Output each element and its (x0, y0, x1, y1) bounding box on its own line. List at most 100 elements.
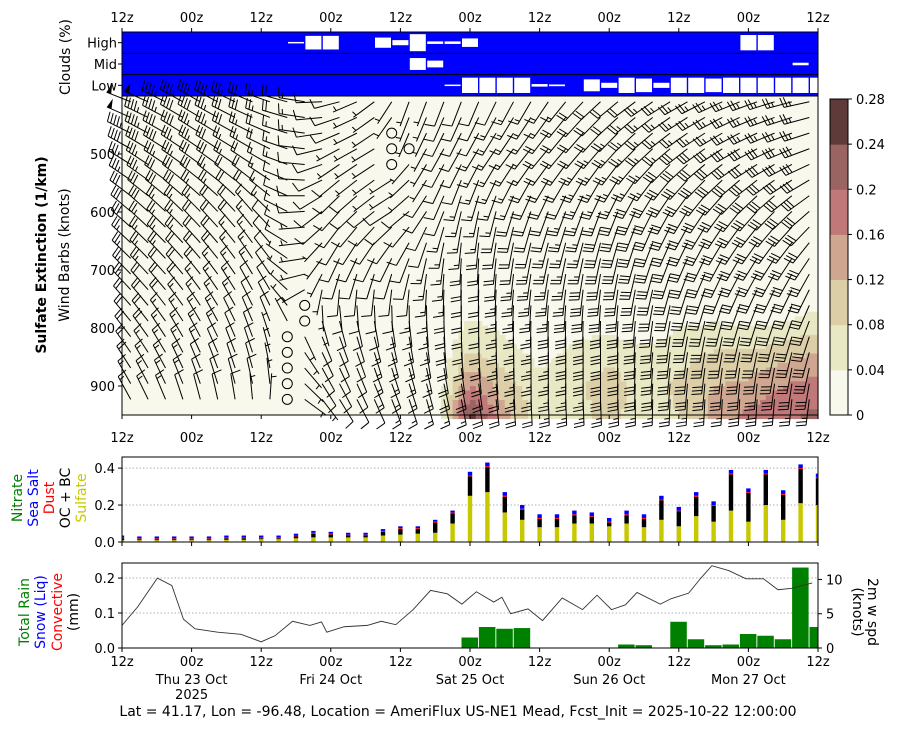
extinction-cell (766, 395, 772, 400)
extinction-cell (743, 330, 749, 335)
aerosol-bar-dust (659, 500, 663, 501)
extinction-cell (522, 381, 528, 386)
extinction-cell (806, 316, 812, 321)
extinction-cell (690, 395, 696, 400)
barb-half (428, 421, 433, 423)
total-rain-bar (462, 638, 479, 648)
extinction-cell (557, 400, 563, 405)
barb-full (609, 425, 619, 427)
extinction-cell (464, 395, 470, 400)
extinction-cell (516, 405, 522, 410)
barb-full (586, 261, 596, 262)
aerosol-bar-dust (781, 494, 785, 495)
aerosol-bar-sulfate (677, 526, 681, 542)
extinction-cell (499, 335, 505, 340)
extinction-cell (453, 354, 459, 359)
extinction-cell (795, 330, 801, 335)
barb-half (484, 216, 489, 217)
aerosol-bar-sulfate (381, 536, 385, 542)
extinction-cell (696, 377, 702, 382)
total-rain-bar (479, 627, 496, 648)
barb-full (674, 378, 684, 379)
extinction-cell (516, 400, 522, 405)
cloud-cover-bar (514, 78, 530, 93)
aerosol-bar-dust (468, 475, 472, 476)
aerosol-bar-sulfate (363, 537, 367, 542)
extinction-cell (464, 326, 470, 331)
bottom-time-label: 00z (737, 655, 761, 670)
top-time-label: 00z (319, 11, 343, 26)
extinction-cell (516, 354, 522, 359)
extinction-cell (737, 386, 743, 391)
extinction-cell (487, 335, 493, 340)
barb-full (361, 422, 369, 428)
barb-full (741, 361, 751, 362)
extinction-cell (702, 372, 708, 377)
extinction-cell (725, 381, 731, 386)
precip-frame (122, 563, 818, 648)
barb-full (694, 422, 704, 423)
extinction-cell (569, 391, 575, 396)
extinction-cell (737, 391, 743, 396)
extinction-cell (783, 395, 789, 400)
aerosol-bar-dust (572, 514, 576, 515)
extinction-cell (482, 372, 488, 377)
extinction-cell (789, 354, 795, 359)
extinction-cell (470, 349, 476, 354)
colorbar-swatch (830, 370, 848, 416)
extinction-cell (464, 367, 470, 372)
extinction-cell (447, 377, 453, 382)
barb-full (115, 145, 119, 155)
aerosol-bar-sulfate (329, 537, 333, 542)
extinction-cell (673, 349, 679, 354)
main-time-label: 00z (180, 431, 204, 446)
extinction-cell (667, 354, 673, 359)
barb-full (116, 175, 120, 184)
aerosol-bar-sea-salt (346, 533, 350, 535)
extinction-cell (772, 349, 778, 354)
extinction-cell (592, 381, 598, 386)
extinction-cell (656, 363, 662, 368)
extinction-cell (673, 381, 679, 386)
extinction-cell (557, 386, 563, 391)
extinction-cell (696, 381, 702, 386)
colorbar-swatch (830, 99, 848, 145)
barb-full (676, 425, 686, 427)
extinction-cell (696, 395, 702, 400)
aerosol-bar-sea-salt (537, 514, 541, 518)
barb-full (710, 387, 720, 388)
aerosol-bar-dust (590, 516, 594, 517)
aerosol-bar-dust (555, 518, 559, 519)
extinction-cell (569, 363, 575, 368)
extinction-cell (783, 367, 789, 372)
extinction-cell (806, 335, 812, 340)
aerosol-panel: 0.00.20.4 (94, 457, 818, 551)
barb-full (479, 236, 489, 237)
extinction-cell (464, 335, 470, 340)
barb-full (608, 422, 618, 424)
extinction-cell (656, 386, 662, 391)
extinction-cell (603, 349, 609, 354)
extinction-cell (725, 367, 731, 372)
barb-half (555, 245, 560, 246)
barb-full (676, 422, 686, 424)
aerosol-bar-sea-salt (207, 536, 211, 538)
aerosol-bar-sulfate (659, 520, 663, 542)
extinction-cell (743, 367, 749, 372)
aerosol-bar-sea-salt (381, 529, 385, 531)
extinction-cell (725, 391, 731, 396)
extinction-cell (464, 349, 470, 354)
main-time-label: 12z (528, 431, 552, 446)
main-time-label: 12z (389, 431, 413, 446)
top-time-label: 00z (598, 11, 622, 26)
extinction-cell (777, 330, 783, 335)
barb-full (113, 173, 117, 182)
extinction-cell (777, 372, 783, 377)
aerosol-bar-sulfate (416, 534, 420, 542)
cloud-cover-bar (758, 78, 774, 93)
barb-full (605, 312, 615, 313)
extinction-cell (482, 326, 488, 331)
aerosol-label-seasalt: Sea Salt (26, 469, 42, 527)
extinction-cell (661, 395, 667, 400)
barb-full (793, 373, 803, 374)
